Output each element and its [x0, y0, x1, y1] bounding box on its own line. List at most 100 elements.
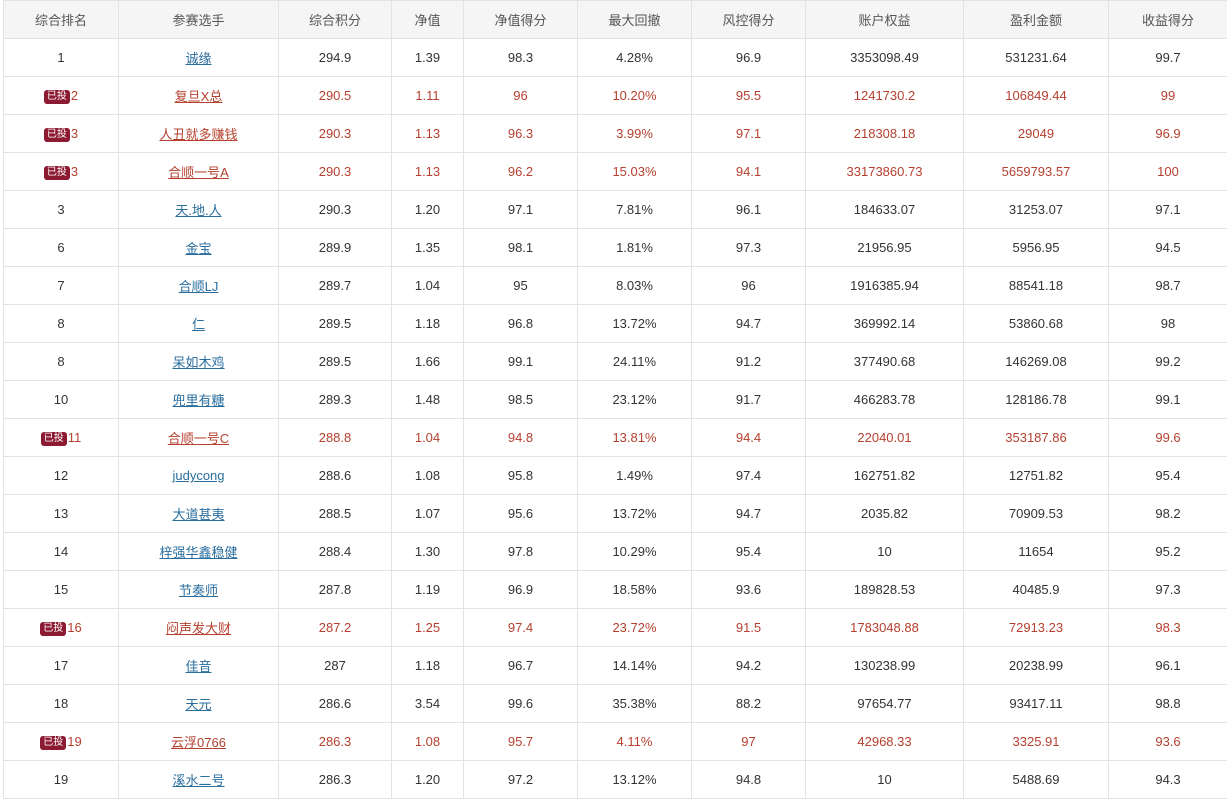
nav-score-cell: 97.8 — [463, 532, 578, 571]
return-score-cell: 98.3 — [1108, 608, 1227, 647]
player-link[interactable]: 合顺一号A — [168, 165, 229, 180]
header-drawdown[interactable]: 最大回撤 — [577, 0, 692, 39]
header-risk-score[interactable]: 风控得分 — [691, 0, 806, 39]
player-cell: 闷声发大财 — [118, 608, 279, 647]
nav-cell: 1.19 — [391, 570, 464, 609]
nav-score-cell: 96.2 — [463, 152, 578, 191]
return-score-cell: 99.1 — [1108, 380, 1227, 419]
equity-cell: 1241730.2 — [805, 76, 964, 115]
player-link[interactable]: 大道甚夷 — [172, 507, 225, 522]
header-rank[interactable]: 综合排名 — [3, 0, 119, 39]
nav-cell: 1.25 — [391, 608, 464, 647]
player-link[interactable]: 呆如木鸡 — [172, 355, 225, 370]
score-cell: 290.3 — [278, 114, 392, 153]
header-nav-score[interactable]: 净值得分 — [463, 0, 578, 39]
rank-cell: 8 — [3, 304, 119, 343]
risk-score-cell: 93.6 — [691, 570, 806, 609]
header-nav[interactable]: 净值 — [391, 0, 464, 39]
score-cell: 289.9 — [278, 228, 392, 267]
player-link[interactable]: 节奏师 — [178, 583, 218, 598]
player-link[interactable]: judycong — [172, 468, 225, 483]
table-row: 已投 19 云浮0766 286.3 1.08 95.7 4.11% 97 42968.33 33… — [3, 722, 1227, 761]
player-link[interactable]: 兜里有糖 — [172, 393, 225, 408]
header-equity[interactable]: 账户权益 — [805, 0, 964, 39]
player-link[interactable]: 梓强华鑫稳健 — [159, 545, 238, 560]
equity-cell: 33173860.73 — [805, 152, 964, 191]
equity-cell: 2035.82 — [805, 494, 964, 533]
table-row: 17 佳音 287 1.18 96.7 14.14% 94.2 130238.99 20238.… — [3, 646, 1227, 685]
return-score-cell: 96.9 — [1108, 114, 1227, 153]
player-cell: 合顺LJ — [118, 266, 279, 305]
rank-value: 10 — [53, 392, 69, 407]
nav-score-cell: 97.4 — [463, 608, 578, 647]
player-link[interactable]: 佳音 — [185, 659, 212, 674]
rank-value: 6 — [57, 240, 65, 255]
player-link[interactable]: 云浮0766 — [171, 735, 226, 750]
table-row: 10 兜里有糖 289.3 1.48 98.5 23.12% 91.7 466283.78 12… — [3, 380, 1227, 419]
player-link[interactable]: 天元 — [185, 697, 212, 712]
header-player[interactable]: 参赛选手 — [118, 0, 279, 39]
return-score-cell: 100 — [1108, 152, 1227, 191]
player-link[interactable]: 人丑就多赚钱 — [159, 127, 238, 142]
rank-cell: 已投 3 — [3, 114, 119, 153]
player-link[interactable]: 复旦X总 — [174, 89, 223, 104]
profit-cell: 53860.68 — [963, 304, 1109, 343]
equity-cell: 3353098.49 — [805, 38, 964, 77]
nav-score-cell: 94.8 — [463, 418, 578, 457]
profit-cell: 128186.78 — [963, 380, 1109, 419]
player-link[interactable]: 仁 — [191, 317, 205, 332]
drawdown-cell: 3.99% — [577, 114, 692, 153]
player-link[interactable]: 溪水二号 — [172, 773, 225, 788]
profit-cell: 12751.82 — [963, 456, 1109, 495]
header-profit[interactable]: 盈利金额 — [963, 0, 1109, 39]
rank-value: 8 — [57, 316, 65, 331]
risk-score-cell: 91.7 — [691, 380, 806, 419]
profit-cell: 40485.9 — [963, 570, 1109, 609]
table-header: 综合排名 参赛选手 综合积分 净值 净值得分 最大回撤 风控得分 账户权益 盈利… — [3, 0, 1227, 39]
table-row: 13 大道甚夷 288.5 1.07 95.6 13.72% 94.7 2035.82 7090… — [3, 494, 1227, 533]
risk-score-cell: 96.9 — [691, 38, 806, 77]
nav-score-cell: 95 — [463, 266, 578, 305]
player-link[interactable]: 合顺LJ — [178, 279, 219, 294]
player-cell: 合顺一号C — [118, 418, 279, 457]
player-link[interactable]: 合顺一号C — [167, 431, 230, 446]
player-cell: 诚缘 — [118, 38, 279, 77]
nav-cell: 1.11 — [391, 76, 464, 115]
profit-cell: 29049 — [963, 114, 1109, 153]
profit-cell: 353187.86 — [963, 418, 1109, 457]
invested-badge: 已投 — [40, 735, 67, 750]
rank-value: 12 — [53, 468, 69, 483]
player-link[interactable]: 金宝 — [185, 241, 212, 256]
equity-cell: 22040.01 — [805, 418, 964, 457]
risk-score-cell: 94.1 — [691, 152, 806, 191]
player-link[interactable]: 天.地.人 — [175, 203, 222, 218]
equity-cell: 130238.99 — [805, 646, 964, 685]
profit-cell: 531231.64 — [963, 38, 1109, 77]
player-cell: 复旦X总 — [118, 76, 279, 115]
table-row: 8 呆如木鸡 289.5 1.66 99.1 24.11% 91.2 377490.68 146… — [3, 342, 1227, 381]
profit-cell: 88541.18 — [963, 266, 1109, 305]
equity-cell: 218308.18 — [805, 114, 964, 153]
risk-score-cell: 91.5 — [691, 608, 806, 647]
rank-value: 11 — [67, 429, 82, 445]
risk-score-cell: 97 — [691, 722, 806, 761]
player-cell: 溪水二号 — [118, 760, 279, 799]
header-score[interactable]: 综合积分 — [278, 0, 392, 39]
drawdown-cell: 13.72% — [577, 304, 692, 343]
nav-cell: 1.35 — [391, 228, 464, 267]
table-row: 15 节奏师 287.8 1.19 96.9 18.58% 93.6 189828.53 404… — [3, 570, 1227, 609]
risk-score-cell: 94.7 — [691, 304, 806, 343]
nav-cell: 1.30 — [391, 532, 464, 571]
drawdown-cell: 10.29% — [577, 532, 692, 571]
profit-cell: 72913.23 — [963, 608, 1109, 647]
player-link[interactable]: 诚缘 — [185, 51, 212, 66]
risk-score-cell: 91.2 — [691, 342, 806, 381]
equity-cell: 184633.07 — [805, 190, 964, 229]
return-score-cell: 97.1 — [1108, 190, 1227, 229]
header-return-score[interactable]: 收益得分 — [1108, 0, 1227, 39]
player-cell: 天.地.人 — [118, 190, 279, 229]
nav-cell: 1.13 — [391, 152, 464, 191]
risk-score-cell: 97.1 — [691, 114, 806, 153]
nav-cell: 1.39 — [391, 38, 464, 77]
player-link[interactable]: 闷声发大财 — [165, 621, 231, 636]
